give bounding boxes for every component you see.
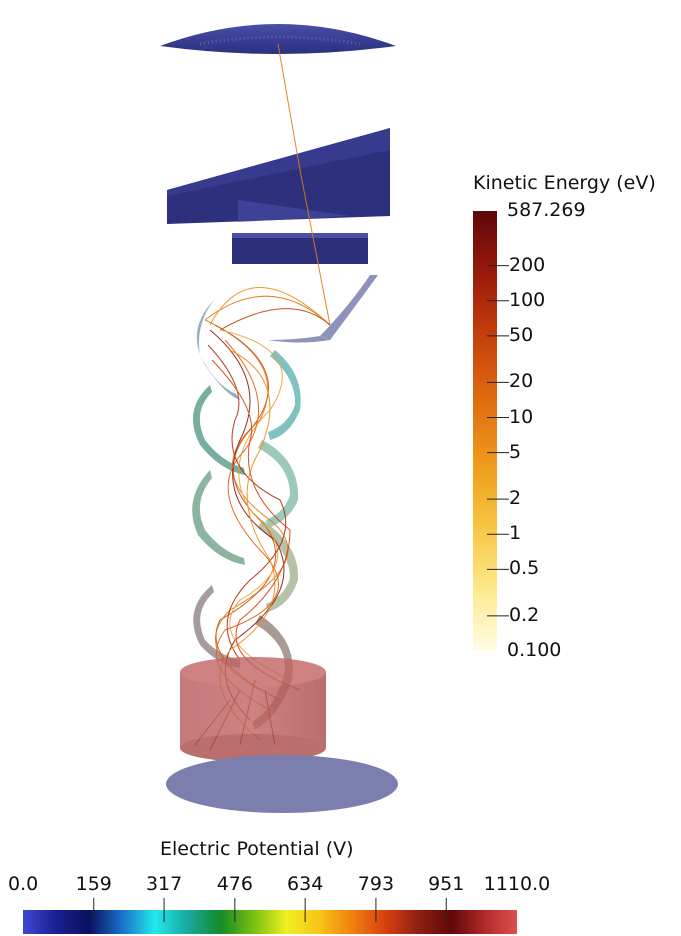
flat-electrode-plate: [232, 233, 368, 264]
electric-potential-ticks: [93, 898, 447, 922]
kinetic-energy-tick-label: 200: [509, 253, 546, 276]
electric-potential-tick-label: 476: [216, 873, 253, 895]
kinetic-energy-tick-label: 1: [509, 522, 522, 545]
electric-potential-tick-label: 634: [287, 873, 324, 895]
kinetic-energy-tick-label: 20: [509, 370, 534, 393]
kinetic-energy-tick-label: 0.5: [509, 557, 540, 580]
electric-potential-title: Electric Potential (V): [160, 838, 354, 860]
electric-potential-tick-label: 951: [428, 873, 465, 895]
kinetic-energy-tick-label: 5: [509, 440, 522, 463]
electric-potential-tick-label: 793: [357, 873, 395, 895]
kinetic-energy-colorbar: [473, 211, 497, 651]
kinetic-energy-tick-label: 100: [509, 288, 546, 311]
bottom-detector-plate: [166, 755, 398, 813]
kinetic-energy-tick-label: 0.2: [509, 603, 540, 626]
kinetic-energy-tick-label: 0.100: [507, 639, 562, 661]
electric-potential-tick-label: 0.0: [8, 873, 39, 895]
electric-potential-tick-label: 159: [75, 873, 112, 895]
electric-potential-tick-label: 317: [145, 873, 183, 895]
helical-electrodes: [192, 275, 378, 730]
kinetic-energy-tick-label: 2: [509, 487, 522, 510]
cylinder-electrode: [180, 657, 326, 762]
kinetic-energy-tick-label: 50: [509, 323, 534, 346]
top-detector-dish: [160, 24, 396, 54]
kinetic-energy-ticks: [487, 265, 509, 617]
ion-trajectories: [194, 43, 331, 751]
electric-potential-colorbar: [23, 910, 517, 934]
kinetic-energy-title: Kinetic Energy (eV): [473, 172, 656, 194]
kinetic-energy-tick-label: 10: [509, 405, 534, 428]
electric-potential-tick-label: 1110.0: [483, 873, 551, 895]
kinetic-energy-tick-label: 587.269: [507, 199, 586, 221]
wedge-electrode: [167, 128, 390, 224]
